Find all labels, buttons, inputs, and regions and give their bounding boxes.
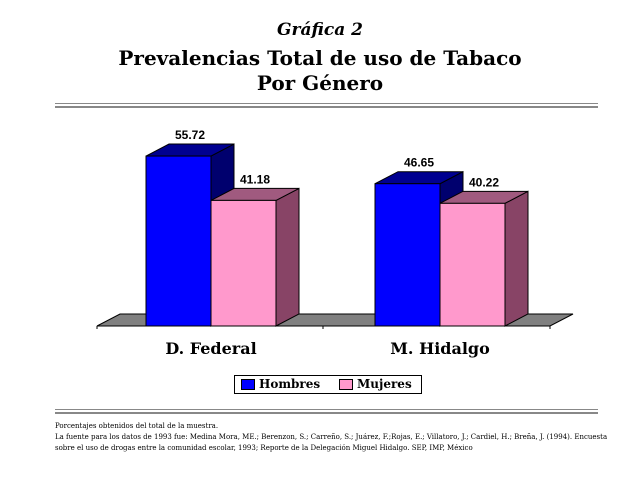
legend-swatch-hombres <box>241 378 255 390</box>
legend-item-hombres: Hombres <box>241 377 320 391</box>
bottom-rule-thick <box>55 412 598 414</box>
bar-hombres-2 <box>374 183 441 327</box>
data-label-mujeres-2: 40.22 <box>469 175 499 189</box>
data-label-hombres-1: 55.72 <box>175 128 205 142</box>
legend: Hombres Mujeres <box>234 375 422 394</box>
legend-label-hombres: Hombres <box>259 377 321 391</box>
bar-hombres-1 <box>145 155 212 327</box>
chart-kicker: Gráfica 2 <box>277 20 363 40</box>
chart-title-line-2: Por Género <box>256 71 384 95</box>
note-line-2: La fuente para los datos de 1993 fue: Me… <box>55 433 608 441</box>
legend-label-mujeres: Mujeres <box>357 377 412 391</box>
bottom-rule <box>55 409 598 410</box>
legend-swatch-mujeres <box>339 378 353 390</box>
data-label-hombres-2: 46.65 <box>404 156 434 170</box>
data-label-mujeres-1: 41.18 <box>240 172 270 186</box>
bar-side-mujeres-1 <box>275 187 300 327</box>
chart-title: Prevalencias Total de uso de Tabaco Por … <box>0 46 640 96</box>
top-rule <box>55 103 598 104</box>
note-line-3: sobre el uso de drogas entre la comunida… <box>55 444 473 452</box>
category-label-2: M. Hidalgo <box>390 339 490 358</box>
bar-side-mujeres-2 <box>504 190 529 327</box>
note-line-1: Porcentajes obtenidos del total de la mu… <box>55 422 219 430</box>
chart-title-line-1: Prevalencias Total de uso de Tabaco <box>118 46 522 70</box>
category-label-1: D. Federal <box>165 339 256 358</box>
top-rule-thick <box>55 106 598 108</box>
source-notes: Porcentajes obtenidos del total de la mu… <box>55 421 630 454</box>
bar-mujeres-1 <box>210 199 277 327</box>
legend-item-mujeres: Mujeres <box>339 377 412 391</box>
bar-mujeres-2 <box>439 202 506 327</box>
